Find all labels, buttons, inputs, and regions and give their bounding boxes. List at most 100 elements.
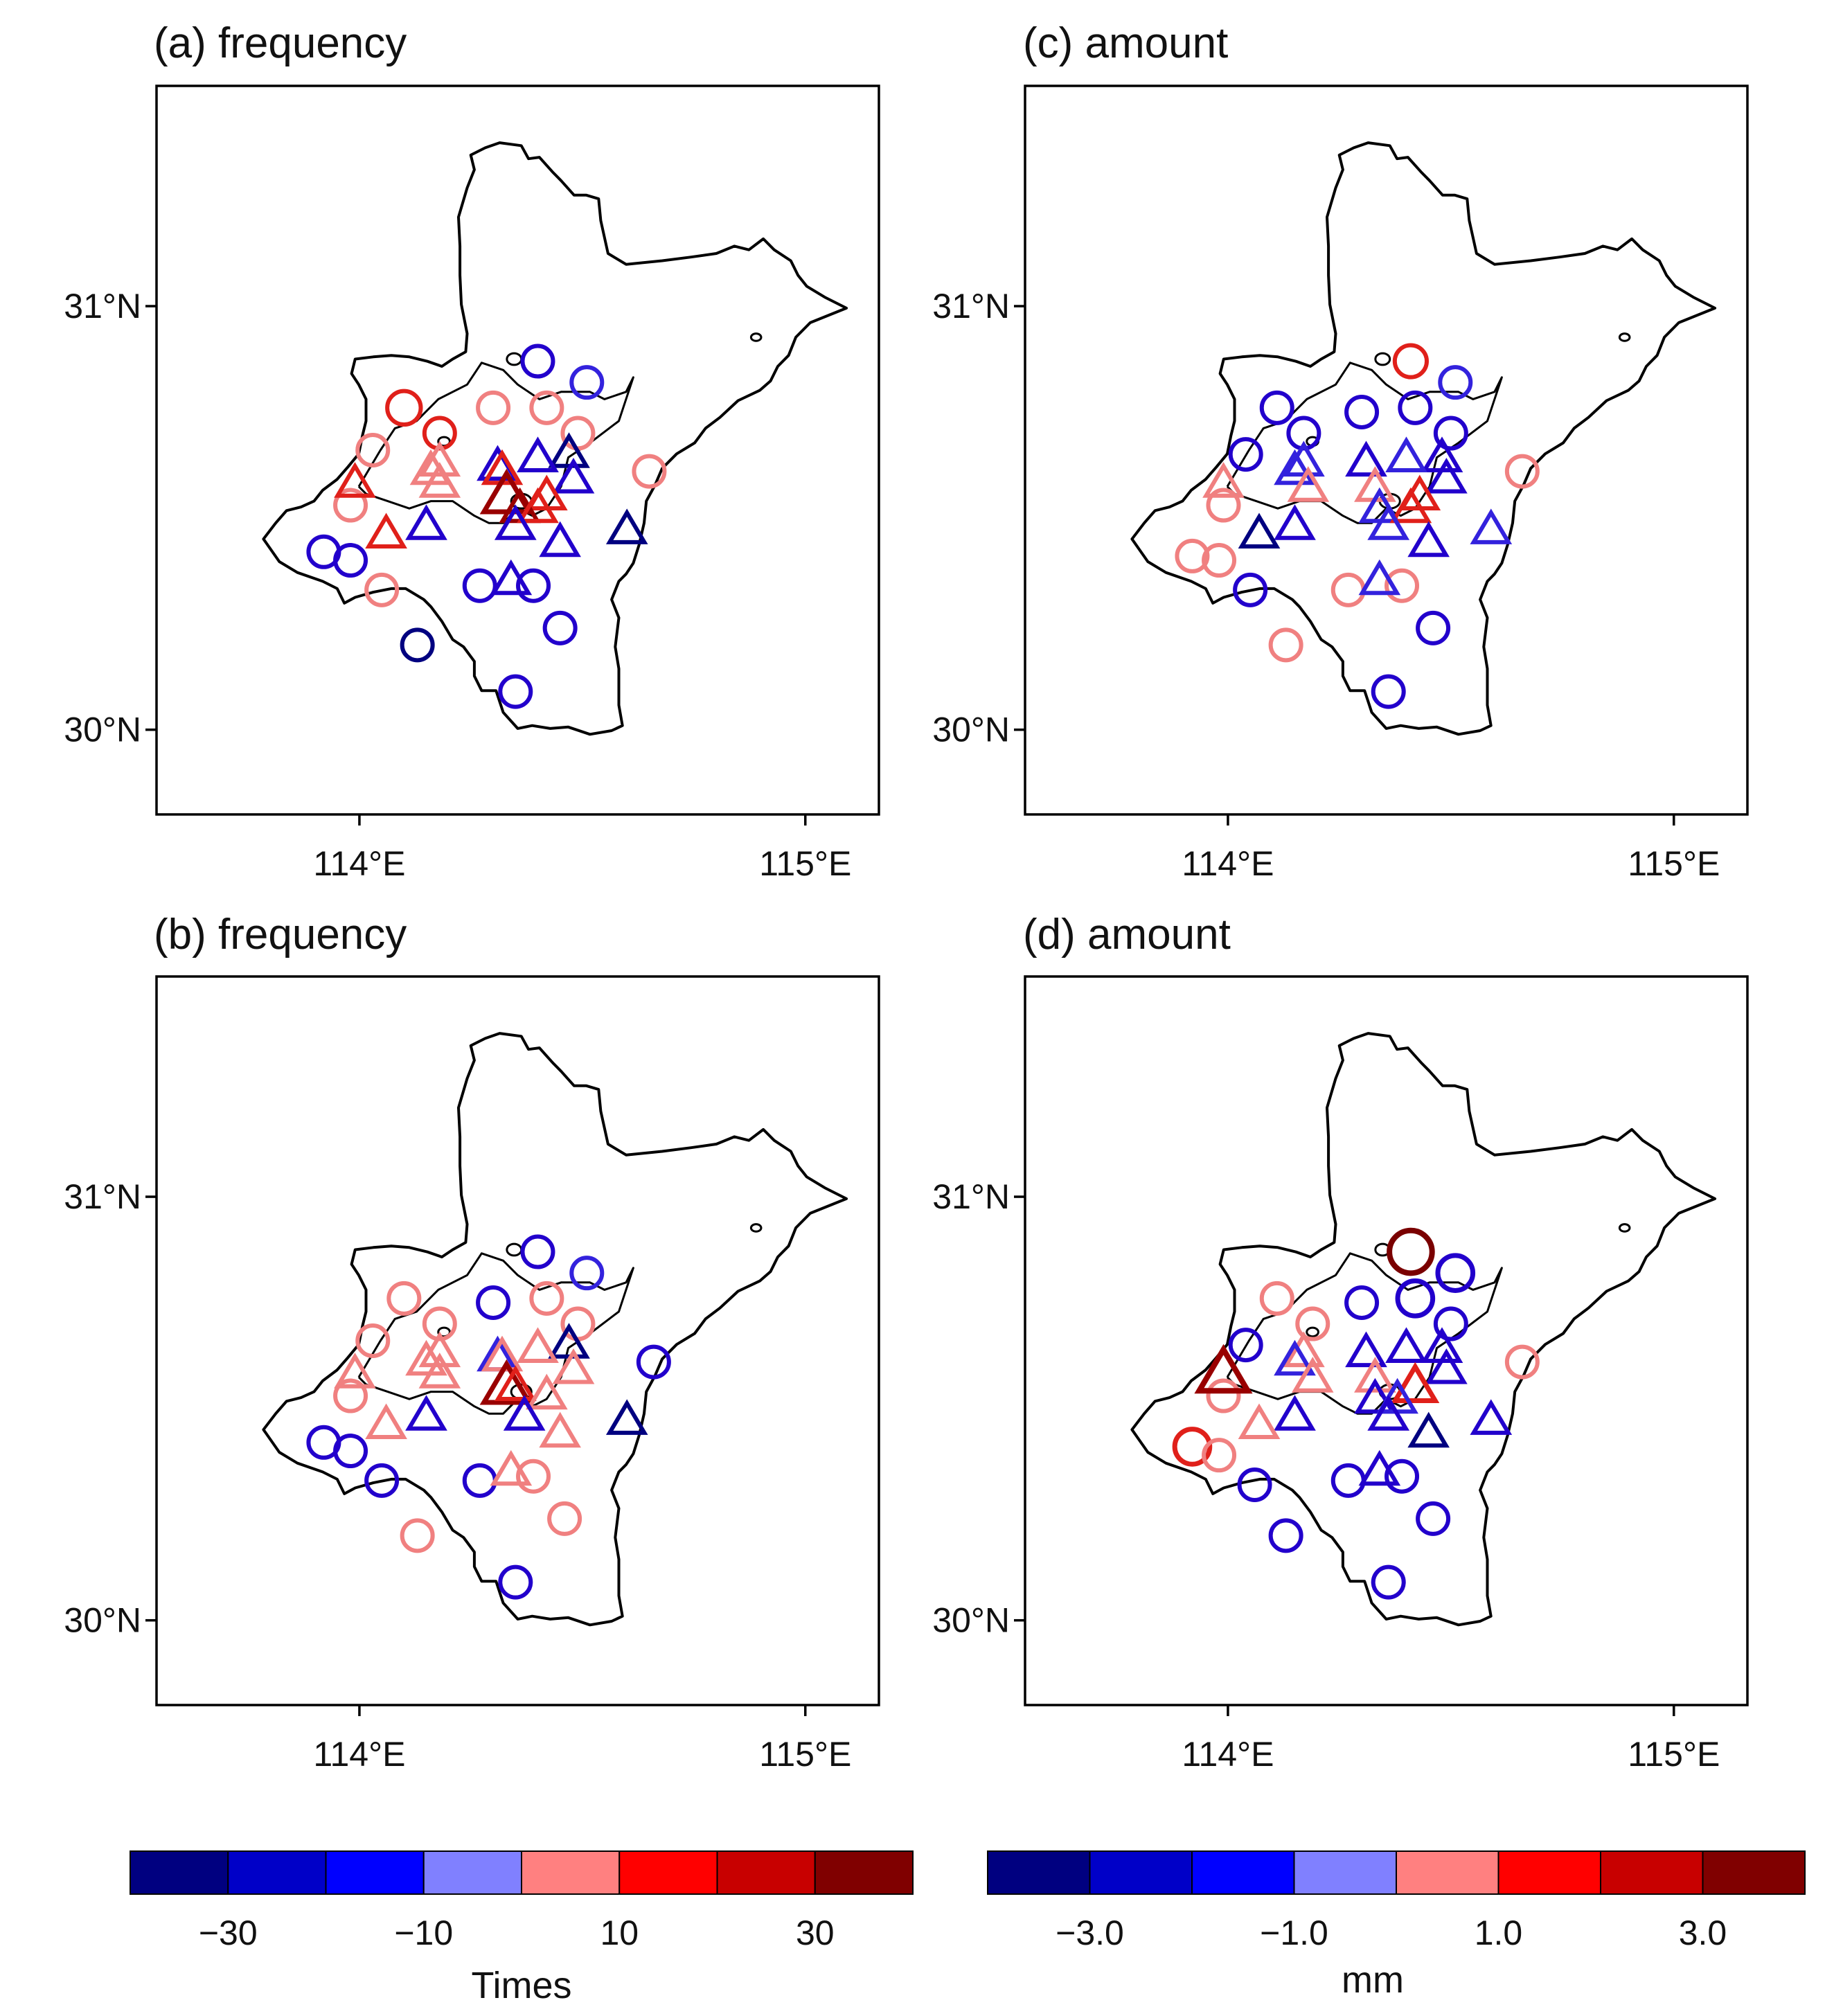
station-triangle-marker [1274,504,1316,540]
station-triangle-marker [1274,449,1316,485]
station-triangle-marker [1238,512,1281,548]
station-triangle-marker [1358,559,1401,596]
station-triangle-marker [418,462,461,498]
station-circle-marker [520,344,555,379]
station-circle-marker [636,1344,671,1380]
colorbar-times: −30 −10 10 30 Times [130,1850,914,2006]
station-triangle-marker [605,508,648,544]
station-triangle-marker [1202,462,1245,498]
station-circle-marker [1228,1328,1263,1363]
lat-label: 30°N [932,711,1010,749]
station-circle-marker [1398,390,1433,425]
station-triangle-marker [494,504,537,540]
colorbar-mm: −3.0 −1.0 1.0 3.0 mm [987,1850,1806,2001]
station-circle-marker [1385,1459,1420,1494]
station-triangle-marker [1287,466,1330,502]
lake [1618,1223,1631,1233]
station-circle-marker [569,1256,605,1291]
station-circle-marker [333,1434,368,1469]
station-circle-marker [386,1281,422,1316]
station-triangle-marker [517,487,559,524]
colorbar-swatch [1600,1850,1704,1895]
station-triangle-marker [1425,1348,1468,1384]
station-triangle-marker [365,512,407,548]
map-panel-a: (a) frequency 30°N 31°N 114°E 115°E [64,19,880,883]
station-circle-marker [462,568,497,603]
station-circle-marker [529,390,564,425]
station-triangle-marker [517,1327,559,1363]
station-triangle-marker [1354,1377,1396,1414]
lon-label: 115°E [759,844,851,883]
station-triangle-marker [1345,1331,1387,1368]
station-circle-marker [1259,1281,1294,1316]
colorbar-swatch [1497,1850,1601,1895]
panel-title: (a) frequency [154,19,407,67]
station-triangle-marker [1391,1362,1440,1403]
colorbar-swatch [1396,1850,1499,1895]
urban-boundary [357,1252,634,1415]
lat-label: 31°N [932,1177,1010,1216]
station-triangle-marker [1385,436,1427,472]
colorbar-title: mm [1342,1959,1404,2001]
station-circle-marker [547,1501,582,1536]
station-triangle-marker [1367,504,1410,540]
lake [749,1223,763,1233]
city-boundary [262,1032,848,1627]
station-triangle-marker [1425,457,1468,494]
colorbar-label: −1.0 [1260,1914,1328,1952]
station-circle-marker [355,1323,391,1358]
station-triangle-marker [503,1395,546,1431]
lon-label: 115°E [1628,844,1720,883]
station-circle-marker [476,1285,511,1320]
station-triangle-marker [1283,1331,1325,1368]
station-triangle-marker [548,432,590,468]
city-boundary [1130,1032,1717,1627]
station-triangle-marker [517,436,559,472]
station-circle-marker [1385,568,1420,603]
colorbar-swatch [1191,1850,1295,1895]
station-circle-marker [498,1564,533,1600]
station-circle-marker [462,1463,497,1498]
map-panel-b: (b) frequency 30°N 31°N 114°E 115°E [64,911,880,1774]
station-circle-marker [516,1459,551,1494]
lat-label: 31°N [932,287,1010,325]
station-triangle-marker [552,457,595,494]
station-triangle-marker [1358,1449,1401,1486]
station-circle-marker [1268,1518,1303,1553]
lake [1374,352,1391,366]
colorbar-swatch [1702,1850,1806,1895]
station-circle-marker [1344,1285,1380,1320]
station-circle-marker [1344,394,1380,429]
station-triangle-marker [1345,440,1387,477]
station-triangle-marker [539,521,581,557]
station-circle-marker [1416,610,1451,645]
colorbar-swatch [325,1850,425,1895]
station-triangle-marker [1367,1395,1410,1431]
lat-label: 31°N [64,287,141,325]
station-triangle-marker [490,1449,533,1486]
station-triangle-marker [494,1365,537,1401]
station-triangle-marker [405,1395,447,1431]
lake [1618,332,1631,342]
station-circle-marker [560,416,596,451]
station-triangle-marker [1354,1357,1396,1393]
station-circle-marker [498,674,533,709]
station-circle-marker [1371,1564,1406,1600]
station-circle-marker [1228,437,1263,472]
station-circle-marker [1504,454,1540,489]
station-circle-marker [1295,1306,1330,1341]
station-circle-marker [400,1518,435,1553]
lon-label: 115°E [759,1735,851,1774]
map-frame [155,84,880,816]
station-triangle-marker [605,1399,648,1435]
station-circle-marker [476,390,511,425]
colorbar-label: −3.0 [1056,1914,1124,1952]
station-triangle-marker [526,1373,568,1410]
lake [506,352,523,366]
station-circle-marker [560,1306,596,1341]
colorbar-swatch [130,1850,229,1895]
station-triangle-marker [1407,521,1450,557]
colorbar-swatch [716,1850,816,1895]
lon-label: 114°E [313,844,405,883]
